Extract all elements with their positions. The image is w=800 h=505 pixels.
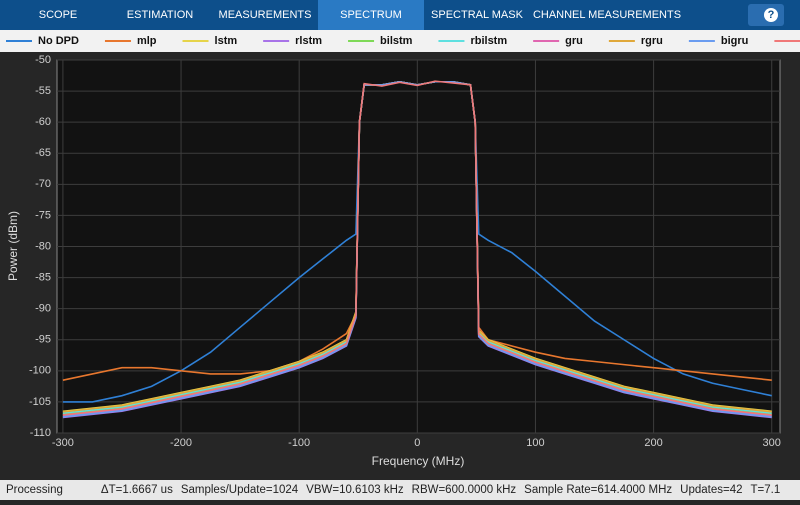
legend-label: mlp	[137, 35, 157, 47]
tab-active[interactable]	[318, 0, 424, 30]
tab[interactable]: SPECTRUM	[340, 9, 402, 21]
legend-label: rlstm	[295, 35, 322, 47]
status-item: RBW=600.0000 kHz	[412, 484, 517, 496]
x-tick-label: 200	[644, 437, 662, 449]
help-label[interactable]: ?	[768, 9, 775, 21]
status-item: Updates=42	[680, 484, 742, 496]
tab[interactable]: MEASUREMENTS	[219, 9, 312, 21]
y-tick-label: -85	[35, 271, 51, 283]
x-axis-label: Frequency (MHz)	[372, 454, 465, 468]
x-tick-label: -100	[288, 437, 310, 449]
x-tick-label: 300	[763, 437, 781, 449]
y-tick-label: -60	[35, 116, 51, 128]
status-item: Processing	[6, 484, 63, 496]
y-tick-label: -70	[35, 178, 51, 190]
tab[interactable]: SPECTRAL MASK	[431, 9, 524, 21]
y-tick-label: -75	[35, 209, 51, 221]
y-tick-label: -50	[35, 54, 51, 66]
legend-label: No DPD	[38, 35, 79, 47]
x-tick-label: 0	[414, 437, 420, 449]
x-tick-label: -200	[170, 437, 192, 449]
y-tick-label: -65	[35, 147, 51, 159]
legend-label: bigru	[721, 35, 749, 47]
y-tick-label: -100	[29, 365, 51, 377]
legend-bar	[0, 30, 800, 52]
status-item: ΔT=1.6667 us	[101, 484, 173, 496]
legend-label: rgru	[641, 35, 663, 47]
y-tick-label: -95	[35, 334, 51, 346]
help-icon[interactable]	[764, 8, 778, 22]
tab[interactable]: CHANNEL MEASUREMENTS	[533, 9, 681, 21]
y-tick-label: -90	[35, 303, 51, 315]
status-item: Samples/Update=1024	[181, 484, 299, 496]
legend-label: bilstm	[380, 35, 413, 47]
x-tick-label: 100	[526, 437, 544, 449]
status-item: Sample Rate=614.4000 MHz	[524, 484, 672, 496]
y-tick-label: -80	[35, 240, 51, 252]
x-tick-label: -300	[52, 437, 74, 449]
status-item: VBW=10.6103 kHz	[306, 484, 404, 496]
y-axis-label: Power (dBm)	[6, 211, 20, 281]
status-item: T=7.1	[751, 484, 781, 496]
y-tick-label: -105	[29, 396, 51, 408]
y-tick-label: -55	[35, 85, 51, 97]
series-line	[62, 80, 772, 416]
tab[interactable]: ESTIMATION	[127, 9, 193, 21]
y-tick-label: -110	[30, 427, 51, 439]
status-bar	[0, 480, 800, 500]
tab[interactable]: SCOPE	[39, 9, 78, 21]
legend-label: rbilstm	[470, 35, 507, 47]
legend-label: gru	[565, 35, 583, 47]
legend-label: lstm	[215, 35, 238, 47]
